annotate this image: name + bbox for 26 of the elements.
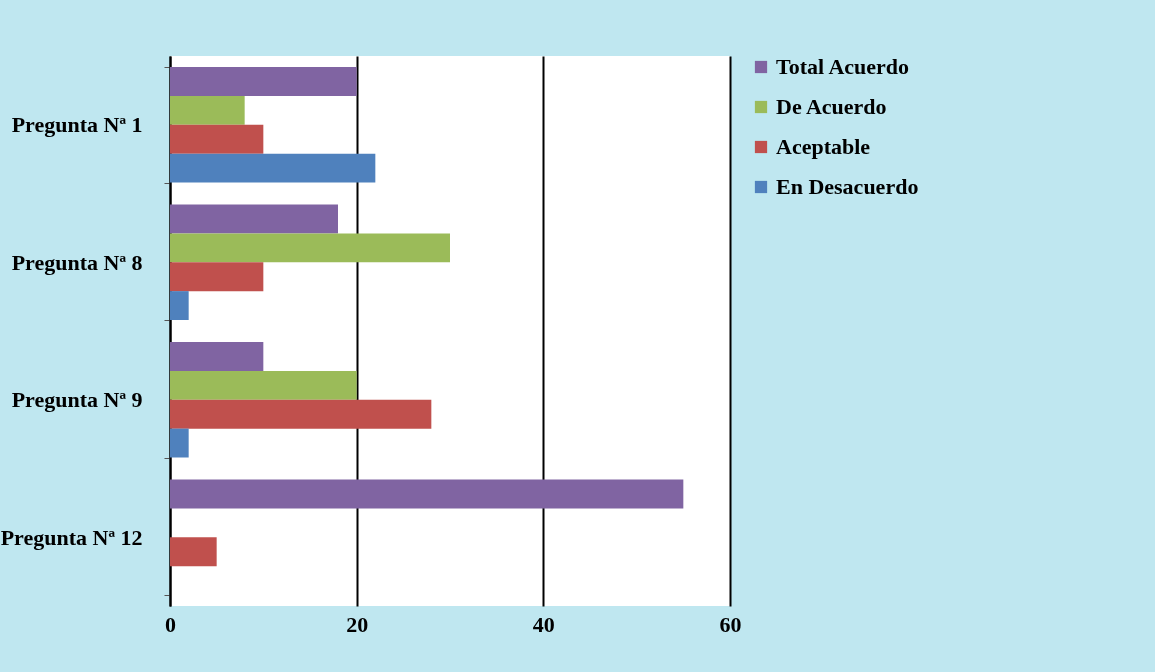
bar [170,291,189,320]
x-tick-label: 60 [719,611,742,637]
y-tick-label: Pregunta Nª 1 [11,112,143,138]
bar [170,262,264,292]
legend-label: En Desacuerdo [776,174,919,199]
y-tick-label: Pregunta Nª 12 [0,524,143,550]
bar [170,479,684,509]
bar [170,537,217,567]
y-tick-label: Pregunta Nª 9 [11,387,143,413]
bar [170,204,338,234]
x-tick-label: 0 [165,611,176,637]
legend-label: De Acuerdo [776,94,887,119]
bar [170,124,264,154]
bar [170,370,357,400]
bar [170,428,189,458]
y-tick-label: Pregunta Nª 8 [11,249,143,275]
bar [170,399,432,429]
bar [170,153,376,183]
legend-label: Aceptable [776,134,871,159]
x-tick-label: 20 [346,611,369,637]
bar [170,67,357,96]
bar [170,342,264,371]
legend-label: Total Acuerdo [776,54,910,79]
x-tick-label: 40 [532,611,555,637]
bar [170,95,245,125]
bar [170,233,450,263]
